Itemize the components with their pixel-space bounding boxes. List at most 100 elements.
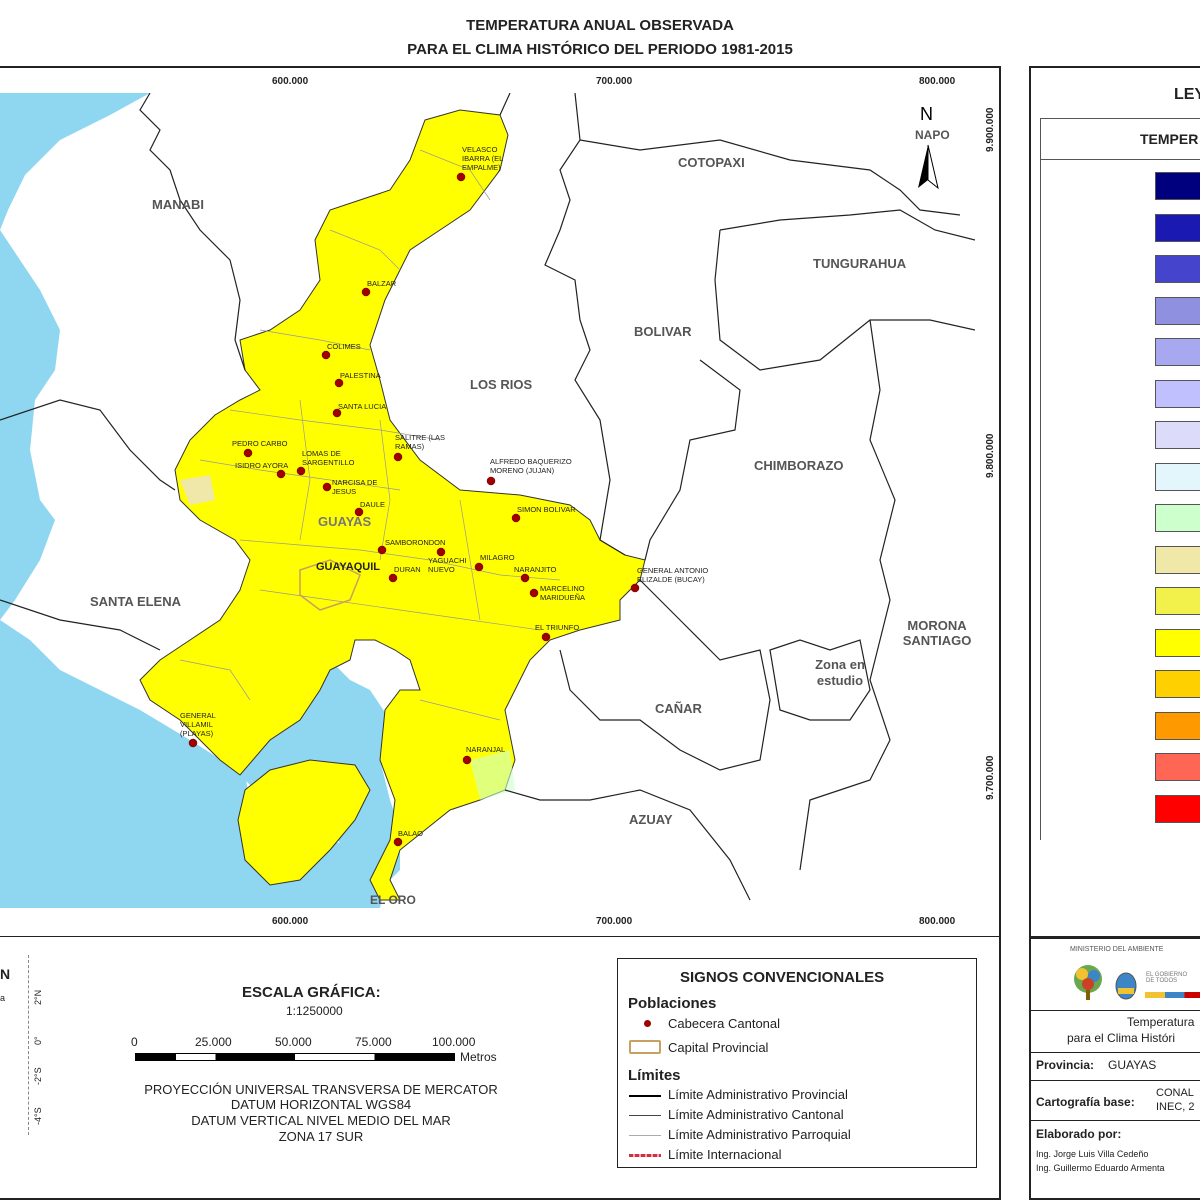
legend-swatch-0 (1155, 172, 1200, 200)
city-label-samborondon: SAMBORONDON (385, 538, 446, 547)
x-tick-800: 800.000 (919, 76, 956, 87)
signs-parroquial: Límite Administrativo Parroquial (668, 1127, 851, 1142)
scale-units: Metros (460, 1050, 497, 1064)
province-boundaries (0, 93, 975, 901)
x-tick-600-bottom: 600.000 (272, 916, 309, 927)
city-dot-alfredo-baquerizo (486, 476, 496, 486)
region-napo: NAPO (915, 128, 950, 142)
locator-lat-2n: 2°N (33, 989, 43, 1005)
provincia-value: GUAYAS (1108, 1058, 1157, 1072)
signs-cabecera: Cabecera Cantonal (668, 1016, 781, 1031)
map-canvas (0, 93, 975, 908)
projection-line3: DATUM VERTICAL NIVEL MEDIO DEL MAR (191, 1113, 451, 1128)
gob-text: EL GOBIERNO DE TODOS (1146, 972, 1188, 984)
legend-body (1040, 160, 1200, 840)
capital-symbol-icon (629, 1040, 661, 1054)
cabecera-symbol-icon (644, 1020, 651, 1027)
legend-swatch-5 (1155, 379, 1200, 408)
signs-capital: Capital Provincial (668, 1040, 769, 1055)
legend-swatch-10 (1155, 587, 1200, 615)
capital-label: GUAYAQUIL (316, 561, 380, 573)
author-2: Ing. Guillermo Eduardo Armenta (1036, 1163, 1165, 1173)
region-azuay: AZUAY (629, 812, 673, 827)
info-desc1: Temperatura (1127, 1015, 1195, 1029)
city-label-santa-lucia: SANTA LUCIA (338, 402, 387, 411)
city-label-yaguachi: YAGUACHI NUEVO (428, 556, 467, 574)
carto-value2: INEC, 2 (1156, 1101, 1195, 1113)
guayas-province (139, 109, 646, 901)
ministry-name: MINISTERIO DEL AMBIENTE (1070, 946, 1164, 953)
region-tungurahua: TUNGURAHUA (813, 256, 907, 271)
ocean-north (0, 93, 150, 230)
x-tick-600: 600.000 (272, 76, 309, 87)
city-dot-pedro-carbo (243, 448, 253, 458)
city-dot-salitre (393, 452, 403, 462)
projection-line4: ZONA 17 SUR (278, 1129, 364, 1144)
city-dot-bucay (630, 583, 640, 593)
legend-swatch-6 (1155, 421, 1200, 449)
city-label-balao: BALAO (398, 829, 424, 838)
city-dot-yaguachi (436, 547, 446, 557)
signs-limites: Límites (628, 1067, 681, 1084)
region-bolivar: BOLIVAR (634, 324, 692, 339)
city-label-bucay: GENERAL ANTONIO ELIZALDE (BUCAY) (637, 566, 709, 584)
city-label-alfredo-baquerizo: ALFREDO BAQUERIZO MORENO (JUJAN) (490, 457, 572, 475)
region-chimborazo: CHIMBORAZO (754, 458, 844, 473)
legend-swatch-15 (1155, 794, 1200, 823)
signs-poblaciones: Poblaciones (628, 995, 717, 1012)
legend-subtitle-box (1040, 118, 1200, 160)
city-dot-balao (393, 837, 403, 847)
legend-swatch-8 (1155, 504, 1200, 532)
region-cotopaxi: COTOPAXI (678, 155, 745, 170)
north-arrow-label: N (920, 104, 933, 124)
city-dot-velasco-ibarra (456, 172, 466, 182)
ministry-tree-logo-icon (1074, 965, 1102, 1000)
city-label-velasco-ibarra: VELASCO IBARRA (EL EMPALME) (462, 145, 503, 172)
scale-title: ESCALA GRÁFICA: (242, 984, 381, 1001)
city-label-milagro: MILAGRO (480, 553, 515, 562)
region-guayas: GUAYAS (318, 514, 372, 529)
info-divider-3 (1029, 1080, 1200, 1081)
city-dot-lomas-de-sargentillo (296, 466, 306, 476)
city-label-el-triunfo: EL TRIUNFO (535, 623, 580, 632)
legend-swatch-1 (1155, 213, 1200, 242)
legend-swatch-2 (1155, 255, 1200, 283)
cantonal-line-icon (629, 1115, 661, 1116)
city-dot-duran (388, 573, 398, 583)
x-tick-700: 700.000 (596, 76, 633, 87)
projection-line1: PROYECCIÓN UNIVERSAL TRANSVERSA DE MERCA… (144, 1082, 498, 1097)
carto-label: Cartografía base: (1036, 1095, 1135, 1109)
y-tick-9800: 9.800.000 (985, 433, 996, 479)
legend-swatch-14 (1155, 753, 1200, 781)
legend-swatch-7 (1155, 462, 1200, 491)
scale-ratio: 1:1250000 (286, 1004, 343, 1018)
region-morona-santiago: MORONA SANTIAGO (902, 618, 972, 648)
signs-box (617, 958, 977, 1168)
city-label-marcelino-maridueña: MARCELINO MARIDUEÑA (540, 584, 586, 602)
y-tick-9700: 9.700.000 (985, 755, 996, 801)
parish-boundaries (179, 149, 561, 721)
signs-internacional: Límite Internacional (668, 1147, 782, 1162)
author-1: Ing. Jorge Luis Villa Cedeño (1036, 1149, 1149, 1159)
region-santa-elena: SANTA ELENA (90, 594, 181, 609)
scale-tick-75000: 75.000 (355, 1035, 392, 1049)
gob-flag-stripe (1145, 992, 1200, 998)
city-label-salitre: SALITRE (LAS RAMAS) (395, 433, 446, 451)
city-label-palestina: PALESTINA (340, 371, 381, 380)
scale-bar (135, 1053, 455, 1061)
city-label-narcisa-de-jesus: NARCISA DE JESUS (332, 478, 378, 496)
city-dot-samborondon (377, 545, 387, 555)
locator-lat-2s: -2°S (33, 1067, 43, 1085)
city-dot-palestina (334, 378, 344, 388)
city-dot-simon-bolivar (511, 513, 521, 523)
region-el-oro: EL ORO (370, 893, 416, 907)
region-zona-en-estudio: Zona en estudio (815, 657, 865, 688)
locator-text: a (0, 993, 6, 1003)
locator-axis (28, 955, 30, 1135)
city-dot-playas (188, 738, 198, 748)
city-dot-colimes (321, 350, 331, 360)
provincial-line-icon (629, 1095, 661, 1097)
bottom-panel-frame (0, 937, 1001, 1200)
y-tick-9900: 9.900.000 (985, 107, 996, 153)
carto-value1: CONAL (1156, 1087, 1194, 1099)
